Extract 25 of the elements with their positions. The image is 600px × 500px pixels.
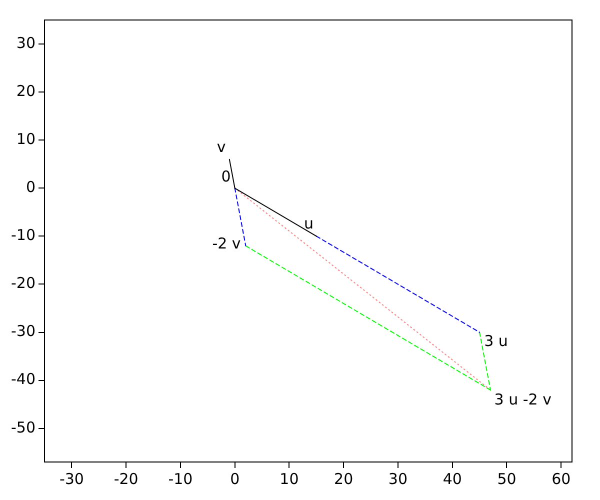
- y-tick-label: 0: [26, 178, 36, 196]
- x-tick-label: 30: [388, 470, 408, 488]
- annotation: 3 u -2 v: [494, 390, 552, 408]
- x-tick-label: 50: [497, 470, 516, 488]
- y-tick-label: -30: [11, 322, 36, 340]
- y-tick-label: -50: [11, 418, 36, 436]
- annotation: u: [304, 214, 314, 233]
- y-tick-label: -20: [11, 274, 36, 292]
- annotation: v: [216, 138, 226, 156]
- annotation: -2 v: [212, 234, 241, 253]
- x-tick-label: -20: [114, 470, 138, 488]
- x-tick-label: 60: [552, 470, 571, 488]
- annotation: 3 u: [484, 332, 508, 350]
- x-tick-label: -10: [168, 470, 193, 488]
- x-tick-label: 0: [230, 470, 240, 488]
- y-tick-label: 20: [16, 82, 36, 100]
- y-tick-label: 30: [16, 34, 36, 52]
- annotation: 0: [221, 168, 231, 186]
- y-tick-label: -10: [11, 226, 36, 244]
- x-tick-label: 20: [334, 470, 354, 488]
- y-tick-label: -40: [11, 370, 36, 388]
- x-tick-label: -30: [59, 470, 84, 488]
- y-tick-label: 10: [16, 130, 36, 148]
- x-tick-label: 40: [442, 470, 462, 488]
- x-tick-label: 10: [280, 470, 299, 488]
